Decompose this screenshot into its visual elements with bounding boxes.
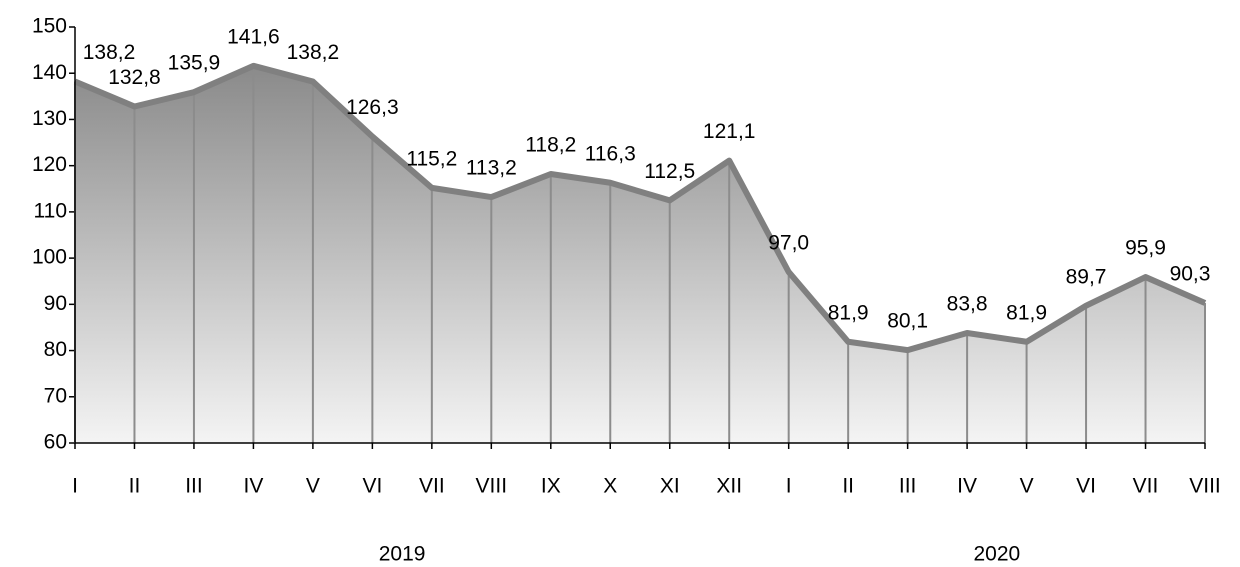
x-group-label: 2019	[379, 543, 426, 566]
x-tick-label: XII	[716, 475, 742, 498]
y-tick-label: 120	[32, 153, 67, 176]
x-tick-label: I	[786, 475, 792, 498]
data-label: 81,9	[828, 301, 869, 324]
x-group-label: 2020	[973, 543, 1020, 566]
x-tick-label: IX	[541, 475, 561, 498]
data-label: 132,8	[108, 66, 161, 89]
data-label: 126,3	[346, 96, 399, 119]
x-tick-label: I	[72, 475, 78, 498]
x-tick-label: V	[306, 475, 320, 498]
x-tick-label: III	[899, 475, 917, 498]
x-tick-label: IV	[957, 475, 977, 498]
y-tick-label: 100	[32, 246, 67, 269]
x-tick-label: II	[842, 475, 854, 498]
x-tick-label: VI	[1076, 475, 1096, 498]
x-tick-label: VII	[419, 475, 445, 498]
data-label: 138,2	[83, 41, 136, 64]
x-tick-label: V	[1020, 475, 1034, 498]
y-tick-label: 90	[44, 292, 67, 315]
data-label: 83,8	[947, 293, 988, 316]
y-tick-label: 70	[44, 384, 67, 407]
area	[75, 65, 1205, 444]
x-tick-label: IV	[243, 475, 263, 498]
x-tick-label: VI	[362, 475, 382, 498]
x-tick-label: III	[185, 475, 203, 498]
data-label: 141,6	[227, 25, 280, 48]
x-tick-label: VIII	[476, 475, 508, 498]
x-tick-label: XI	[660, 475, 680, 498]
data-label: 97,0	[768, 232, 809, 255]
data-label: 113,2	[466, 157, 517, 180]
data-label: 118,2	[525, 134, 576, 157]
x-tick-label: X	[603, 475, 617, 498]
x-tick-label: II	[129, 475, 141, 498]
data-label: 115,2	[406, 147, 457, 170]
y-tick-label: 130	[32, 107, 67, 130]
y-tick-label: 150	[32, 15, 67, 38]
data-label: 135,9	[168, 52, 221, 75]
data-label: 81,9	[1006, 301, 1047, 324]
data-label: 138,2	[287, 41, 340, 64]
y-tick-label: 110	[34, 199, 67, 222]
data-label: 80,1	[887, 310, 928, 333]
y-tick-label: 80	[44, 338, 67, 361]
data-label: 89,7	[1066, 265, 1107, 288]
x-tick-label: VII	[1133, 475, 1159, 498]
y-tick-label: 60	[44, 431, 67, 454]
line	[73, 62, 1207, 354]
data-label: 112,5	[644, 160, 695, 183]
data-label: 116,3	[585, 142, 636, 165]
data-label: 90,3	[1170, 262, 1211, 285]
data-label: 121,1	[703, 120, 756, 143]
data-label: 95,9	[1125, 237, 1166, 260]
y-tick-label: 140	[32, 61, 67, 84]
x-tick-label: VIII	[1189, 475, 1221, 498]
